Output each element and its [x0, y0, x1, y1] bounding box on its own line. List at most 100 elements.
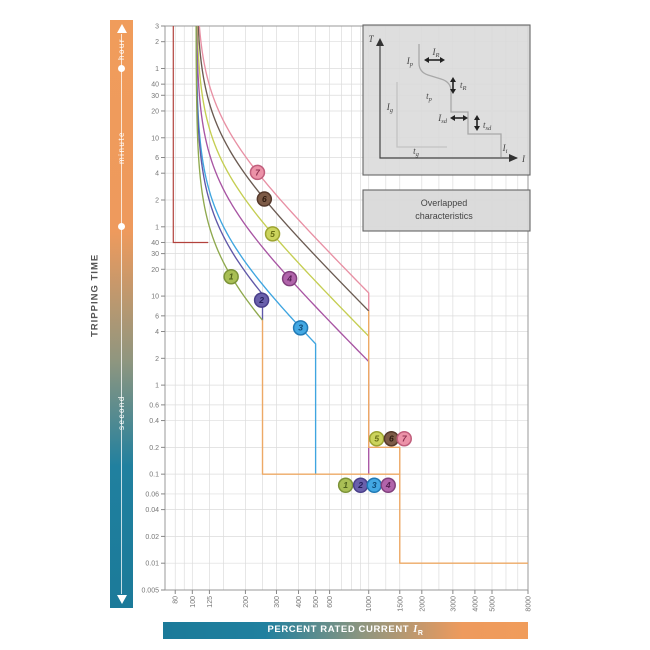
x-axis-ticks: 80 100 125 200 300 400 500 600 1000 1500 2000 3000 4… — [173, 590, 533, 612]
curve-6 — [197, 25, 370, 312]
svg-text:10: 10 — [151, 135, 159, 142]
svg-text:0.04: 0.04 — [145, 507, 159, 514]
svg-text:10: 10 — [151, 294, 159, 301]
svg-text:0.6: 0.6 — [149, 402, 159, 409]
overlapped-trace-2 — [368, 310, 528, 564]
svg-text:5: 5 — [270, 229, 275, 239]
svg-text:3000: 3000 — [450, 596, 457, 612]
x-axis-title: PERCENT RATED CURRENT IR — [267, 624, 424, 637]
svg-text:200: 200 — [243, 596, 250, 608]
svg-text:6: 6 — [262, 194, 267, 204]
current-axis-gradient-bar: PERCENT RATED CURRENT IR — [163, 622, 528, 639]
badge-2: 2 — [352, 477, 369, 494]
svg-text:7: 7 — [402, 434, 408, 444]
svg-text:40: 40 — [151, 82, 159, 89]
svg-text:600: 600 — [327, 596, 334, 608]
badge-7: 7 — [396, 430, 412, 447]
svg-text:0.1: 0.1 — [149, 472, 159, 479]
svg-text:3: 3 — [372, 480, 377, 490]
svg-text:T: T — [368, 34, 374, 44]
svg-text:3: 3 — [298, 323, 303, 333]
svg-text:tsd: tsd — [483, 120, 492, 132]
minute-second-boundary-dot — [118, 223, 125, 230]
svg-text:2: 2 — [155, 197, 159, 204]
svg-text:0.005: 0.005 — [141, 588, 159, 595]
svg-text:7: 7 — [255, 167, 261, 177]
badge-3: 3 — [292, 320, 309, 336]
svg-text:40: 40 — [151, 240, 159, 247]
svg-text:2: 2 — [258, 295, 264, 305]
svg-text:Overlapped: Overlapped — [421, 198, 468, 208]
svg-text:0.2: 0.2 — [149, 445, 159, 452]
svg-text:30: 30 — [151, 251, 159, 258]
svg-text:4000: 4000 — [472, 596, 479, 612]
curve-7 — [198, 25, 370, 311]
svg-text:125: 125 — [207, 596, 214, 608]
plot-frame — [164, 25, 529, 591]
svg-text:80: 80 — [173, 596, 180, 604]
svg-text:0.4: 0.4 — [149, 418, 159, 425]
red-boundary-curve — [172, 26, 209, 244]
svg-text:0.01: 0.01 — [145, 561, 159, 568]
svg-text:6: 6 — [389, 434, 394, 444]
inset-diagram: T I Ip IR tR tp Ig Isd tsd tg Ii — [362, 24, 531, 176]
badge-5: 5 — [264, 226, 281, 242]
svg-text:8000: 8000 — [526, 596, 533, 612]
svg-text:Ig: Ig — [386, 102, 394, 114]
svg-text:5000: 5000 — [489, 596, 496, 612]
svg-text:1500: 1500 — [397, 596, 404, 612]
badge-3: 3 — [366, 477, 382, 494]
hour-minute-boundary-dot — [118, 65, 125, 72]
svg-text:2000: 2000 — [419, 596, 426, 612]
svg-text:400: 400 — [296, 596, 303, 608]
svg-text:characteristics: characteristics — [415, 211, 473, 221]
curve-5 — [196, 25, 370, 337]
svg-text:4: 4 — [155, 171, 159, 178]
badge-2: 2 — [253, 292, 270, 308]
svg-text:1: 1 — [229, 272, 234, 282]
svg-text:tR: tR — [460, 80, 467, 92]
badge-1: 1 — [337, 477, 354, 494]
badge-6: 6 — [383, 430, 400, 447]
curve-3 — [195, 25, 317, 475]
badge-6: 6 — [256, 191, 273, 207]
overlapped-trace-1 — [261, 320, 400, 475]
svg-text:6: 6 — [155, 155, 159, 162]
badge-4: 4 — [281, 270, 298, 287]
svg-text:3: 3 — [155, 24, 159, 31]
svg-text:4: 4 — [155, 329, 159, 336]
svg-text:4: 4 — [286, 274, 292, 284]
svg-text:Isd: Isd — [437, 113, 448, 125]
svg-text:tp: tp — [426, 91, 433, 103]
curve-4 — [195, 25, 370, 475]
svg-text:5: 5 — [374, 434, 379, 444]
svg-text:300: 300 — [274, 596, 281, 608]
svg-text:2: 2 — [155, 356, 159, 363]
y-axis-ticks: 3 2 1 40 30 20 10 6 4 2 1 40 30 20 10 6 4 2 1 0.6 0.4 0.2 0.1 0… — [141, 24, 165, 595]
svg-text:tg: tg — [413, 146, 420, 158]
svg-text:500: 500 — [313, 596, 320, 608]
svg-text:30: 30 — [151, 93, 159, 100]
svg-text:0.02: 0.02 — [145, 534, 159, 541]
svg-text:2: 2 — [155, 39, 159, 46]
svg-text:1: 1 — [343, 480, 348, 490]
svg-text:Ii: Ii — [502, 143, 508, 155]
tripping-time-gradient-bar: hour minute second — [110, 20, 133, 608]
svg-text:6: 6 — [155, 313, 159, 320]
svg-text:1: 1 — [155, 66, 159, 73]
legend-box: Overlapped characteristics — [362, 189, 531, 232]
svg-text:20: 20 — [151, 108, 159, 115]
arrow-down-icon — [116, 595, 127, 604]
svg-text:I: I — [521, 154, 526, 164]
current-symbol: I — [413, 624, 418, 636]
svg-text:0.06: 0.06 — [145, 491, 159, 498]
bar-centerline — [121, 34, 122, 594]
badge-7: 7 — [249, 164, 266, 181]
svg-text:Ip: Ip — [406, 56, 414, 68]
badge-1: 1 — [223, 268, 239, 285]
svg-text:2: 2 — [357, 480, 363, 490]
svg-text:100: 100 — [190, 596, 197, 608]
svg-text:1: 1 — [155, 224, 159, 231]
